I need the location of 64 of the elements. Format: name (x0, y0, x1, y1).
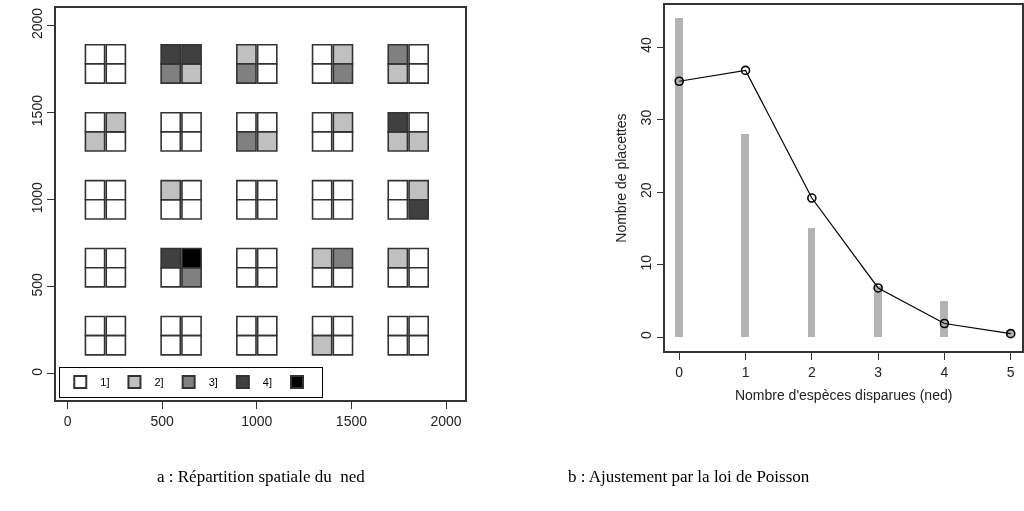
point (387, 111, 409, 133)
legend-label: 1] (100, 376, 110, 389)
bar (808, 228, 816, 338)
legend-label: 4] (262, 376, 273, 389)
point (332, 111, 354, 133)
point (408, 131, 430, 152)
x-tick-label: 2000 (430, 412, 462, 429)
text: b : Ajustement par la loi de Poisson (568, 467, 810, 486)
point (408, 179, 430, 201)
point (236, 63, 257, 84)
x-tick-label: 0 (675, 363, 684, 380)
point (160, 179, 182, 201)
point (387, 63, 409, 84)
point (160, 43, 182, 65)
point (181, 63, 202, 84)
point (408, 198, 430, 220)
x-tick-label: 0 (63, 412, 72, 429)
point (236, 131, 257, 152)
y-tick-label: 20 (637, 182, 654, 198)
y-tick-label: 40 (637, 37, 654, 53)
point (181, 247, 202, 269)
point (873, 283, 883, 293)
x-axis-title: Nombre d'espèces disparues (ned) (734, 387, 953, 404)
point (160, 63, 182, 84)
point (740, 65, 751, 76)
point (807, 193, 817, 203)
point (387, 43, 409, 65)
point (160, 247, 182, 269)
y-tick-label: 500 (28, 272, 45, 297)
y-tick-label: 1500 (28, 94, 45, 127)
y-axis-title: Nombre de placettes (613, 113, 630, 243)
x-tick-label: 1 (741, 363, 750, 380)
point (939, 318, 950, 329)
y-tick-label: 10 (637, 254, 654, 271)
point (181, 43, 202, 65)
point (332, 247, 354, 269)
y-tick-label: 0 (637, 331, 654, 340)
x-tick-label: 3 (874, 363, 883, 380)
y-tick-label: 30 (637, 109, 654, 126)
y-tick-label: 1000 (28, 181, 45, 214)
legend-label: 2] (154, 376, 164, 389)
x-tick-label: 1500 (335, 412, 368, 429)
point (105, 111, 127, 133)
point (181, 266, 202, 288)
bar (675, 18, 684, 338)
text: a : Répartition spatiale du ned (157, 467, 366, 486)
point (256, 131, 278, 152)
bar (741, 134, 750, 338)
y-tick-label: 2000 (28, 7, 45, 40)
legend-label: 3] (208, 376, 218, 389)
x-tick-label: 1000 (241, 412, 273, 429)
point (236, 43, 257, 65)
point (387, 131, 409, 152)
x-tick-label: 500 (150, 412, 175, 429)
point (311, 247, 333, 269)
point (84, 131, 106, 152)
x-tick-label: 5 (1006, 363, 1015, 380)
point (387, 247, 409, 269)
point (674, 76, 685, 87)
bar (874, 286, 883, 338)
x-tick-label: 2 (807, 363, 816, 380)
point (311, 334, 333, 356)
point (332, 63, 354, 84)
x-tick-label: 4 (940, 363, 949, 380)
